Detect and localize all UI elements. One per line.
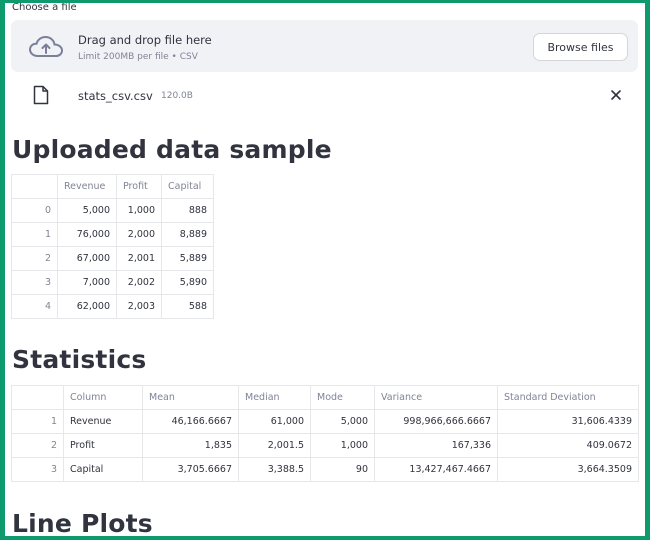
- table-cell: 888: [161, 198, 214, 223]
- column-header: Revenue: [57, 174, 117, 199]
- row-index: 1: [11, 409, 64, 434]
- column-header: Variance: [374, 385, 498, 410]
- dropzone-title: Drag and drop file here: [78, 33, 212, 47]
- dropzone-limit: Limit 200MB per file • CSV: [78, 52, 198, 62]
- table-row: 3 Capital 3,705.6667 3,388.5 90 13,427,4…: [11, 457, 639, 482]
- app-frame: Choose a file Drag and drop file here Li…: [5, 3, 645, 536]
- table-cell: 2,000: [116, 222, 162, 247]
- table-header-row: Revenue Profit Capital: [11, 174, 214, 199]
- table-cell: 409.0672: [497, 433, 639, 458]
- line-plots-heading: Line Plots: [12, 509, 153, 536]
- table-cell: Profit: [63, 433, 143, 458]
- table-cell: 5,000: [310, 409, 375, 434]
- table-cell: 67,000: [57, 246, 117, 271]
- table-row: 3 7,000 2,002 5,890: [11, 270, 214, 295]
- table-row: 2 Profit 1,835 2,001.5 1,000 167,336 409…: [11, 433, 639, 458]
- row-index: 2: [11, 433, 64, 458]
- column-header: Column: [63, 385, 143, 410]
- table-cell: 3,664.3509: [497, 457, 639, 482]
- row-index: 0: [11, 198, 58, 223]
- table-cell: 31,606.4339: [497, 409, 639, 434]
- table-row: 0 5,000 1,000 888: [11, 198, 214, 223]
- row-index: 4: [11, 294, 58, 319]
- column-header: Profit: [116, 174, 162, 199]
- table-cell: 1,000: [116, 198, 162, 223]
- table-cell: 90: [310, 457, 375, 482]
- row-index: 3: [11, 457, 64, 482]
- table-cell: 13,427,467.4667: [374, 457, 498, 482]
- file-name: stats_csv.csv: [78, 89, 153, 103]
- uploaded-data-heading: Uploaded data sample: [12, 135, 332, 164]
- table-cell: 5,000: [57, 198, 117, 223]
- browse-files-button[interactable]: Browse files: [533, 33, 628, 61]
- column-header: [11, 174, 58, 199]
- column-header: Capital: [161, 174, 214, 199]
- table-cell: 3,388.5: [238, 457, 311, 482]
- row-index: 1: [11, 222, 58, 247]
- table-row: 1 76,000 2,000 8,889: [11, 222, 214, 247]
- uploader-label: Choose a file: [12, 3, 77, 13]
- statistics-heading: Statistics: [12, 345, 147, 374]
- table-cell: 5,889: [161, 246, 214, 271]
- table-cell: 1,835: [142, 433, 239, 458]
- close-icon[interactable]: [609, 88, 623, 102]
- file-icon: [33, 85, 49, 105]
- column-header: Median: [238, 385, 311, 410]
- column-header: Mode: [310, 385, 375, 410]
- table-cell: 3,705.6667: [142, 457, 239, 482]
- table-cell: 2,002: [116, 270, 162, 295]
- table-cell: 2,001: [116, 246, 162, 271]
- file-dropzone[interactable]: Drag and drop file here Limit 200MB per …: [11, 20, 638, 72]
- row-index: 2: [11, 246, 58, 271]
- table-cell: 2,001.5: [238, 433, 311, 458]
- table-row: 4 62,000 2,003 588: [11, 294, 214, 319]
- table-cell: Revenue: [63, 409, 143, 434]
- statistics-table: Column Mean Median Mode Variance Standar…: [11, 385, 639, 482]
- table-row: 2 67,000 2,001 5,889: [11, 246, 214, 271]
- table-cell: 8,889: [161, 222, 214, 247]
- table-cell: 61,000: [238, 409, 311, 434]
- table-cell: 1,000: [310, 433, 375, 458]
- file-size: 120.0B: [161, 91, 193, 101]
- table-cell: 76,000: [57, 222, 117, 247]
- table-cell: 5,890: [161, 270, 214, 295]
- table-header-row: Column Mean Median Mode Variance Standar…: [11, 385, 639, 410]
- table-cell: 7,000: [57, 270, 117, 295]
- cloud-upload-icon: [29, 36, 63, 57]
- table-cell: 2,003: [116, 294, 162, 319]
- column-header: Standard Deviation: [497, 385, 639, 410]
- table-cell: 167,336: [374, 433, 498, 458]
- uploaded-file-row: stats_csv.csv 120.0B: [11, 81, 638, 109]
- row-index: 3: [11, 270, 58, 295]
- table-cell: 588: [161, 294, 214, 319]
- column-header: Mean: [142, 385, 239, 410]
- table-row: 1 Revenue 46,166.6667 61,000 5,000 998,9…: [11, 409, 639, 434]
- column-header: [11, 385, 64, 410]
- table-cell: 46,166.6667: [142, 409, 239, 434]
- table-cell: Capital: [63, 457, 143, 482]
- sample-data-table: Revenue Profit Capital 0 5,000 1,000 888…: [11, 174, 214, 319]
- table-cell: 62,000: [57, 294, 117, 319]
- table-cell: 998,966,666.6667: [374, 409, 498, 434]
